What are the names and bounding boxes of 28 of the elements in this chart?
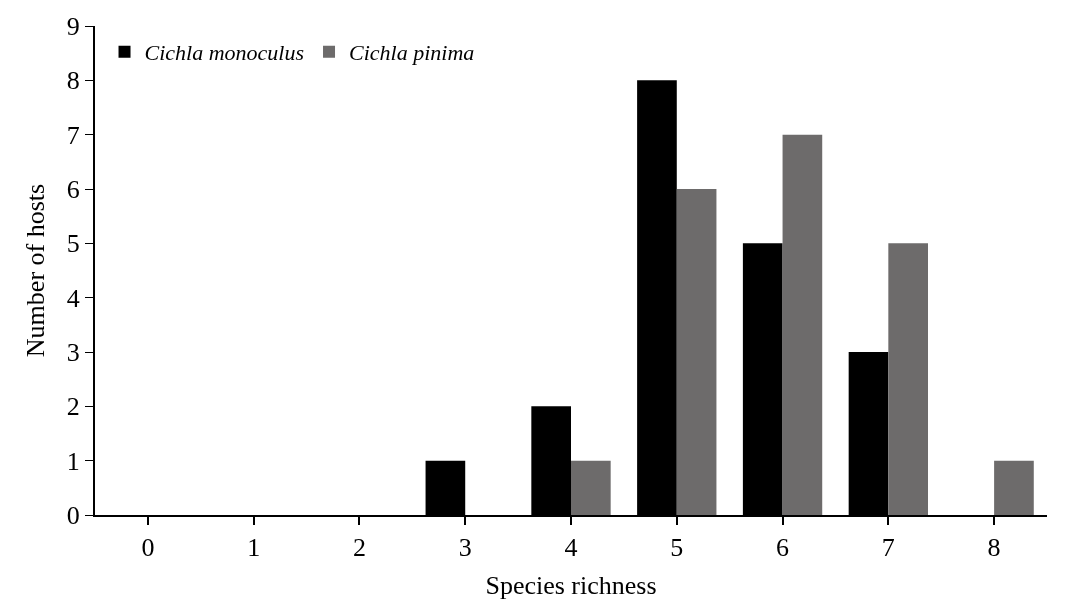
legend-label: Cichla pinima <box>349 40 475 66</box>
y-tick-label: 6 <box>66 175 80 205</box>
y-tick-label: 3 <box>66 338 80 368</box>
y-tick-label: 5 <box>66 229 80 259</box>
x-tick-label: 0 <box>141 533 155 563</box>
y-tick-label: 8 <box>66 66 80 96</box>
legend-label: Cichla monoculus <box>144 40 305 66</box>
y-tick-label: 1 <box>66 446 80 476</box>
bar <box>994 460 1034 515</box>
bar <box>782 134 823 515</box>
y-tick-label: 7 <box>66 120 80 150</box>
x-axis-title: Species richness <box>485 571 657 601</box>
bar <box>676 189 717 515</box>
y-axis-title: Number of hosts <box>20 183 50 358</box>
y-tick-label: 0 <box>66 501 80 531</box>
x-tick-label: 1 <box>247 533 261 563</box>
x-tick-label: 8 <box>987 533 1001 563</box>
bar <box>571 460 611 515</box>
x-tick-label: 7 <box>881 533 895 563</box>
x-tick-label: 3 <box>458 533 472 563</box>
y-tick-label: 2 <box>66 392 80 422</box>
x-tick-label: 2 <box>352 533 366 563</box>
x-tick-label: 5 <box>670 533 684 563</box>
x-tick-label: 6 <box>776 533 790 563</box>
y-tick-label: 4 <box>66 283 80 313</box>
bar <box>888 243 928 515</box>
x-tick-label: 4 <box>564 533 578 563</box>
y-tick-label: 9 <box>66 12 80 42</box>
